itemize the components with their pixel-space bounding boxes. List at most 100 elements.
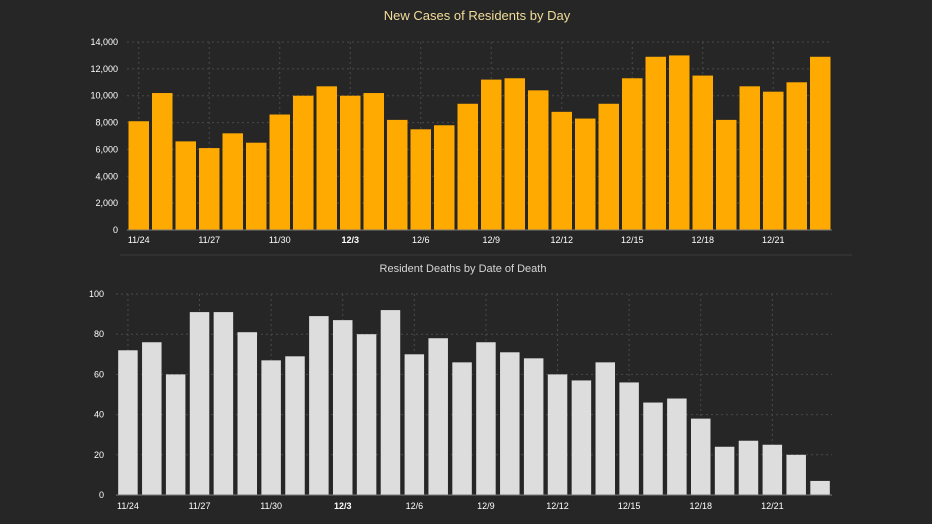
y-tick-label: 12,000 [90,64,118,74]
resident-deaths-chart: Resident Deaths by Date of Death 0 20 40 60… [89,263,832,511]
bar[interactable] [269,114,291,230]
x-tick-label: 12/9 [482,235,500,245]
x-tick-label: 11/30 [260,501,282,511]
bar[interactable] [669,55,690,230]
bar[interactable] [667,398,687,495]
bar[interactable] [571,380,592,495]
bar[interactable] [786,82,808,231]
x-tick-label: 12/12 [550,235,573,245]
bar[interactable] [452,362,472,495]
bar[interactable] [152,93,173,231]
bar[interactable] [643,402,663,495]
y-tick-label: 10,000 [90,91,118,101]
bar[interactable] [504,78,526,230]
y-tick-label: 6,000 [95,144,118,154]
x-tick-label: 12/15 [621,235,644,245]
bar[interactable] [128,121,150,230]
y-tick-label: 40 [94,410,104,420]
x-axis-ticks: 11/24 11/27 11/30 12/3 12/6 12/9 12/12 12/15 12/… [128,235,785,245]
bar[interactable] [692,75,714,230]
bar[interactable] [213,312,234,495]
bar[interactable] [810,480,830,495]
bar[interactable] [387,119,408,230]
bar[interactable] [476,342,496,495]
bar[interactable] [645,56,667,231]
bar[interactable] [356,334,377,495]
bar[interactable] [551,111,573,230]
bar[interactable] [404,354,425,495]
bar[interactable] [523,358,544,495]
bar[interactable] [457,103,479,230]
bar[interactable] [118,350,138,495]
bar[interactable] [619,382,639,495]
bar[interactable] [222,133,244,230]
bar[interactable] [285,356,305,495]
chart-title: New Cases of Residents by Day [384,8,571,23]
bar[interactable] [500,352,520,495]
x-tick-label: 11/30 [269,235,291,245]
x-tick-label: 11/24 [128,235,150,245]
bar[interactable] [595,362,616,495]
bar[interactable] [810,56,831,231]
bar[interactable] [481,79,502,230]
bar[interactable] [332,320,353,495]
x-tick-label: 12/15 [618,501,641,511]
bar[interactable] [428,338,448,495]
bar[interactable] [622,78,643,230]
bar[interactable] [762,444,783,495]
x-axis-ticks: 11/24 11/27 11/30 12/3 12/6 12/9 12/12 12/15 12/… [117,501,784,511]
bar[interactable] [547,374,568,495]
bars [118,310,830,495]
bar[interactable] [380,310,401,495]
bar[interactable] [763,91,784,230]
y-tick-label: 0 [99,490,104,500]
bar[interactable] [340,95,361,230]
y-tick-label: 80 [94,329,104,339]
y-axis-ticks: 0 20 40 60 80 100 [89,289,104,500]
bar[interactable] [738,440,759,495]
bar[interactable] [175,141,197,230]
bar[interactable] [410,129,432,230]
y-tick-label: 0 [113,225,118,235]
x-tick-label: 12/3 [341,235,359,245]
bar[interactable] [690,418,711,495]
bar[interactable] [714,446,735,495]
bar[interactable] [598,103,620,230]
x-tick-label: 12/21 [761,501,784,511]
bar[interactable] [309,316,329,495]
bar[interactable] [575,118,596,230]
x-tick-label: 12/18 [691,235,714,245]
bar[interactable] [316,86,338,230]
bar[interactable] [786,454,806,495]
bar[interactable] [363,93,385,231]
bar[interactable] [528,90,549,230]
y-tick-label: 2,000 [95,198,118,208]
chart-title: Resident Deaths by Date of Death [380,263,547,275]
bar[interactable] [293,95,314,230]
y-tick-label: 14,000 [90,37,118,47]
bar[interactable] [142,342,162,495]
x-tick-label: 12/9 [477,501,495,511]
bar[interactable] [237,332,258,495]
new-cases-chart: New Cases of Residents by Day 0 2,000 4,00… [90,8,832,245]
x-tick-label: 12/18 [689,501,712,511]
bar[interactable] [434,125,455,230]
y-tick-label: 60 [94,369,104,379]
y-axis-ticks: 0 2,000 4,000 6,000 8,000 10,000 12,000 14,000 [90,37,118,235]
x-tick-label: 11/27 [189,501,211,511]
y-tick-label: 100 [89,289,104,299]
bar[interactable] [716,119,737,230]
bar[interactable] [189,312,210,495]
y-tick-label: 4,000 [95,171,118,181]
bar[interactable] [199,148,220,230]
bars [128,55,831,231]
bar[interactable] [246,142,267,230]
bar[interactable] [165,374,186,495]
bar[interactable] [739,86,761,230]
x-tick-label: 12/21 [762,235,785,245]
bar[interactable] [261,360,281,495]
x-tick-label: 12/6 [406,501,424,511]
x-tick-label: 11/27 [198,235,220,245]
x-tick-label: 12/3 [334,501,352,511]
